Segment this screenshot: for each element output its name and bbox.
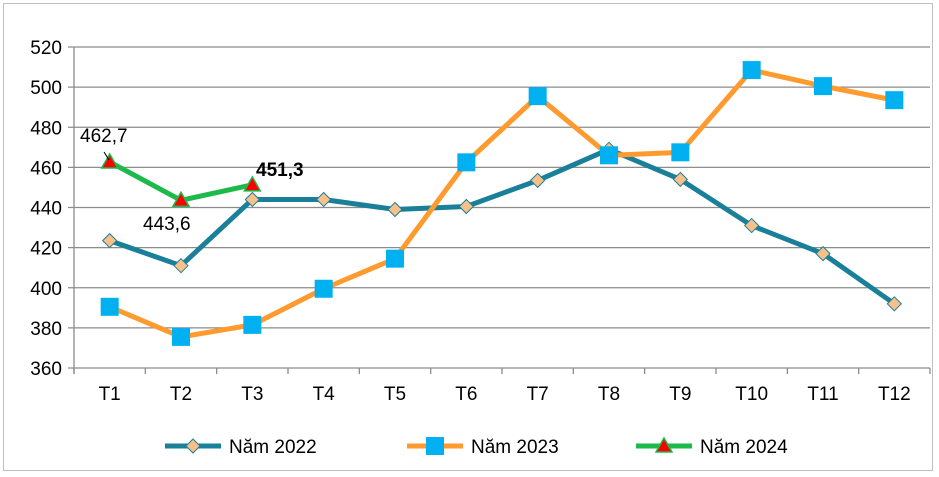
series-năm-2024 <box>100 152 262 208</box>
data-point <box>244 191 261 208</box>
series-năm-2023 <box>100 61 904 346</box>
x-tick-label: T10 <box>735 384 768 405</box>
series-năm-2022 <box>101 141 903 312</box>
x-tick-label: T1 <box>99 384 121 405</box>
y-tick-label: 460 <box>30 158 62 179</box>
y-tick-label: 520 <box>30 38 62 59</box>
legend-marker <box>185 438 201 454</box>
series-line <box>108 146 896 306</box>
data-point <box>173 257 189 274</box>
data-point <box>814 77 832 96</box>
data-point <box>100 152 119 169</box>
data-point <box>885 91 904 110</box>
data-point <box>387 201 403 218</box>
x-tick-label: T7 <box>527 384 549 405</box>
x-tick-label: T8 <box>598 384 620 405</box>
y-tick-label: 440 <box>30 199 62 220</box>
data-point <box>742 61 761 80</box>
legend-label: Năm 2024 <box>700 437 788 458</box>
x-tick-label: T5 <box>384 384 406 405</box>
x-tick-label: T9 <box>669 384 691 405</box>
data-point <box>101 232 118 249</box>
legend-item: Năm 2023 <box>407 437 559 458</box>
data-point <box>458 198 475 215</box>
label-leader-line <box>103 151 110 161</box>
x-tick-label: T6 <box>455 384 477 405</box>
data-point <box>243 315 262 334</box>
data-point <box>529 172 546 189</box>
legend-marker <box>654 436 674 453</box>
x-tick-label: T11 <box>807 384 838 405</box>
data-point <box>100 297 119 316</box>
series-line <box>108 67 895 340</box>
data-point <box>314 279 333 298</box>
data-point <box>528 87 547 106</box>
data-point <box>243 175 262 192</box>
x-tick-label: T3 <box>241 384 263 405</box>
data-point <box>600 146 618 165</box>
data-label-t3-2024: 451,3 <box>256 160 304 181</box>
data-point <box>315 191 332 208</box>
x-tick-label: T12 <box>878 384 911 405</box>
data-point <box>171 190 191 208</box>
y-tick-label: 360 <box>30 359 62 380</box>
x-tick-label: T2 <box>170 384 192 405</box>
data-point <box>743 217 760 234</box>
data-point <box>672 171 689 188</box>
y-tick-label: 480 <box>30 118 62 139</box>
data-point <box>386 249 404 268</box>
legend-item: Năm 2024 <box>636 436 788 458</box>
legend-label: Năm 2022 <box>229 437 317 458</box>
data-point <box>671 143 690 162</box>
legend-marker <box>426 437 444 455</box>
legend-item: Năm 2022 <box>165 437 317 458</box>
y-tick-label: 400 <box>30 279 62 300</box>
y-tick-label: 500 <box>30 78 62 99</box>
chart-frame <box>3 3 933 471</box>
y-tick-label: 380 <box>30 319 62 340</box>
legend-label: Năm 2023 <box>471 437 559 458</box>
y-tick-label: 420 <box>30 239 62 260</box>
data-point <box>457 153 476 172</box>
x-tick-label: T4 <box>313 384 336 405</box>
data-point <box>886 296 903 312</box>
data-point <box>815 245 831 262</box>
data-label-t2-2024: 443,6 <box>143 214 191 235</box>
data-label-t1-2024: 462,7 <box>80 126 128 147</box>
data-point <box>172 327 190 346</box>
